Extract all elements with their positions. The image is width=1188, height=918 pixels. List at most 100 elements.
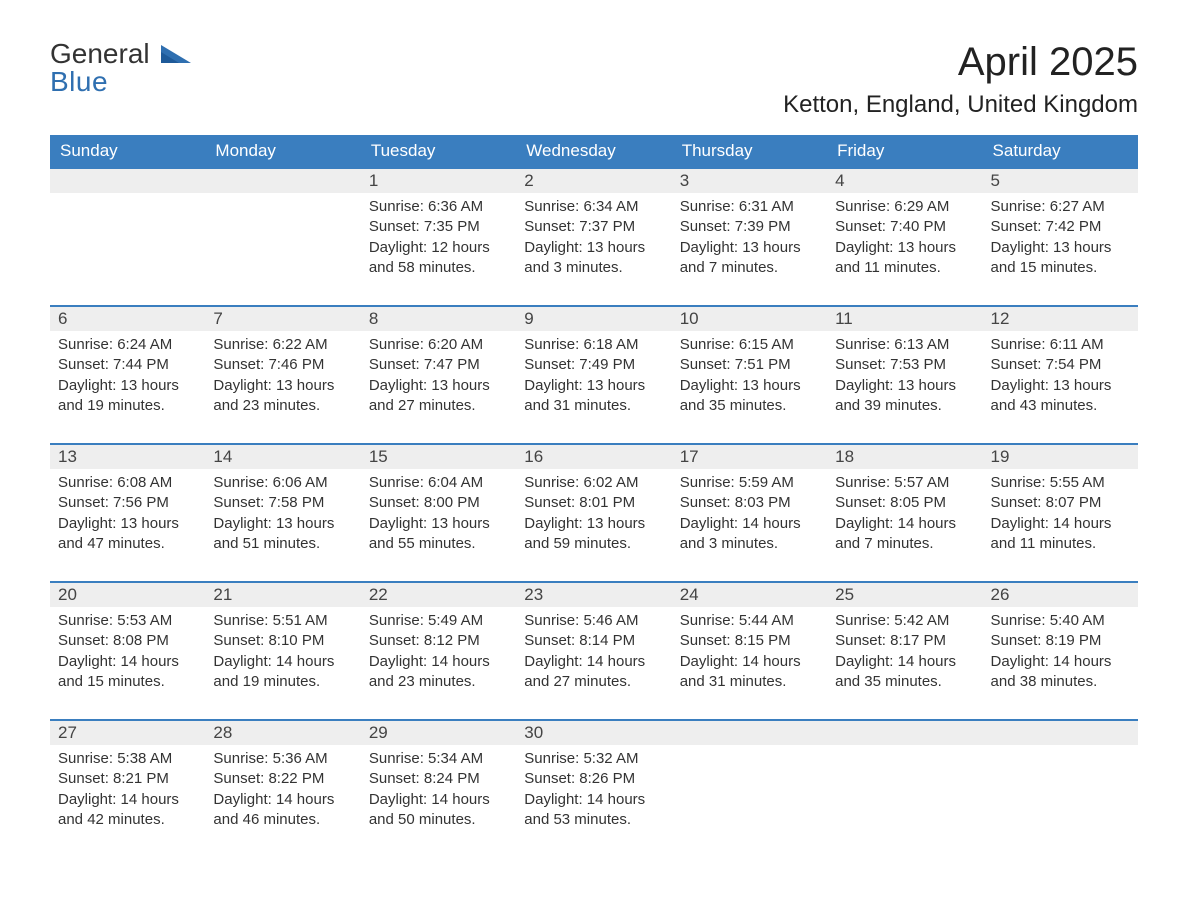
- day-body: Sunrise: 6:31 AMSunset: 7:39 PMDaylight:…: [672, 193, 827, 305]
- title-block: April 2025 Ketton, England, United Kingd…: [783, 40, 1138, 119]
- calendar-cell: 3Sunrise: 6:31 AMSunset: 7:39 PMDaylight…: [672, 168, 827, 306]
- sunset-text: Sunset: 8:14 PM: [524, 631, 663, 651]
- calendar-week: 20Sunrise: 5:53 AMSunset: 8:08 PMDayligh…: [50, 582, 1138, 720]
- sunset-text: Sunset: 7:46 PM: [213, 355, 352, 375]
- calendar-cell: 7Sunrise: 6:22 AMSunset: 7:46 PMDaylight…: [205, 306, 360, 444]
- sunset-text: Sunset: 7:58 PM: [213, 493, 352, 513]
- day-body: Sunrise: 5:34 AMSunset: 8:24 PMDaylight:…: [361, 745, 516, 857]
- sunrise-text: Sunrise: 5:38 AM: [58, 749, 197, 769]
- calendar-cell: [205, 168, 360, 306]
- day-body: [50, 193, 205, 305]
- daylight-text: Daylight: 14 hours and 19 minutes.: [213, 652, 352, 693]
- day-number: 2: [516, 169, 671, 193]
- sunset-text: Sunset: 7:35 PM: [369, 217, 508, 237]
- daylight-text: Daylight: 14 hours and 53 minutes.: [524, 790, 663, 831]
- sunrise-text: Sunrise: 6:11 AM: [991, 335, 1130, 355]
- daylight-text: Daylight: 13 hours and 11 minutes.: [835, 238, 974, 279]
- day-number: 7: [205, 307, 360, 331]
- calendar-cell: 2Sunrise: 6:34 AMSunset: 7:37 PMDaylight…: [516, 168, 671, 306]
- day-number: 28: [205, 721, 360, 745]
- calendar-cell: 19Sunrise: 5:55 AMSunset: 8:07 PMDayligh…: [983, 444, 1138, 582]
- sunrise-text: Sunrise: 5:32 AM: [524, 749, 663, 769]
- day-number: 26: [983, 583, 1138, 607]
- day-number: 18: [827, 445, 982, 469]
- day-header-row: SundayMondayTuesdayWednesdayThursdayFrid…: [50, 135, 1138, 168]
- day-body: [205, 193, 360, 305]
- day-body: Sunrise: 6:20 AMSunset: 7:47 PMDaylight:…: [361, 331, 516, 443]
- sunset-text: Sunset: 7:39 PM: [680, 217, 819, 237]
- sunrise-text: Sunrise: 6:13 AM: [835, 335, 974, 355]
- daylight-text: Daylight: 13 hours and 39 minutes.: [835, 376, 974, 417]
- sunset-text: Sunset: 8:26 PM: [524, 769, 663, 789]
- calendar-cell: [827, 720, 982, 857]
- daylight-text: Daylight: 14 hours and 42 minutes.: [58, 790, 197, 831]
- sunrise-text: Sunrise: 6:15 AM: [680, 335, 819, 355]
- sunset-text: Sunset: 7:56 PM: [58, 493, 197, 513]
- day-body: Sunrise: 6:22 AMSunset: 7:46 PMDaylight:…: [205, 331, 360, 443]
- day-number: [205, 169, 360, 193]
- day-number: 11: [827, 307, 982, 331]
- sunset-text: Sunset: 7:42 PM: [991, 217, 1130, 237]
- calendar-cell: 16Sunrise: 6:02 AMSunset: 8:01 PMDayligh…: [516, 444, 671, 582]
- sunrise-text: Sunrise: 6:24 AM: [58, 335, 197, 355]
- month-title: April 2025: [783, 40, 1138, 85]
- calendar-cell: 21Sunrise: 5:51 AMSunset: 8:10 PMDayligh…: [205, 582, 360, 720]
- calendar-cell: 6Sunrise: 6:24 AMSunset: 7:44 PMDaylight…: [50, 306, 205, 444]
- day-body: Sunrise: 6:15 AMSunset: 7:51 PMDaylight:…: [672, 331, 827, 443]
- sunset-text: Sunset: 7:44 PM: [58, 355, 197, 375]
- calendar-cell: [983, 720, 1138, 857]
- daylight-text: Daylight: 14 hours and 50 minutes.: [369, 790, 508, 831]
- day-number: 20: [50, 583, 205, 607]
- calendar-cell: 26Sunrise: 5:40 AMSunset: 8:19 PMDayligh…: [983, 582, 1138, 720]
- day-number: [672, 721, 827, 745]
- calendar-cell: [672, 720, 827, 857]
- sunset-text: Sunset: 8:12 PM: [369, 631, 508, 651]
- sunset-text: Sunset: 8:01 PM: [524, 493, 663, 513]
- calendar-week: 27Sunrise: 5:38 AMSunset: 8:21 PMDayligh…: [50, 720, 1138, 857]
- sunrise-text: Sunrise: 6:06 AM: [213, 473, 352, 493]
- calendar-cell: 8Sunrise: 6:20 AMSunset: 7:47 PMDaylight…: [361, 306, 516, 444]
- day-body: Sunrise: 6:13 AMSunset: 7:53 PMDaylight:…: [827, 331, 982, 443]
- sunrise-text: Sunrise: 5:57 AM: [835, 473, 974, 493]
- day-number: 5: [983, 169, 1138, 193]
- day-body: Sunrise: 6:02 AMSunset: 8:01 PMDaylight:…: [516, 469, 671, 581]
- daylight-text: Daylight: 14 hours and 11 minutes.: [991, 514, 1130, 555]
- day-body: Sunrise: 6:08 AMSunset: 7:56 PMDaylight:…: [50, 469, 205, 581]
- day-body: Sunrise: 5:36 AMSunset: 8:22 PMDaylight:…: [205, 745, 360, 857]
- sunrise-text: Sunrise: 6:36 AM: [369, 197, 508, 217]
- sunset-text: Sunset: 8:00 PM: [369, 493, 508, 513]
- sunrise-text: Sunrise: 6:22 AM: [213, 335, 352, 355]
- day-number: 9: [516, 307, 671, 331]
- day-body: Sunrise: 5:42 AMSunset: 8:17 PMDaylight:…: [827, 607, 982, 719]
- sunrise-text: Sunrise: 6:31 AM: [680, 197, 819, 217]
- sunrise-text: Sunrise: 5:46 AM: [524, 611, 663, 631]
- day-number: 8: [361, 307, 516, 331]
- calendar-cell: 25Sunrise: 5:42 AMSunset: 8:17 PMDayligh…: [827, 582, 982, 720]
- day-number: 10: [672, 307, 827, 331]
- day-body: Sunrise: 5:40 AMSunset: 8:19 PMDaylight:…: [983, 607, 1138, 719]
- daylight-text: Daylight: 14 hours and 7 minutes.: [835, 514, 974, 555]
- calendar-cell: 18Sunrise: 5:57 AMSunset: 8:05 PMDayligh…: [827, 444, 982, 582]
- day-header: Saturday: [983, 135, 1138, 168]
- daylight-text: Daylight: 14 hours and 31 minutes.: [680, 652, 819, 693]
- day-number: 1: [361, 169, 516, 193]
- daylight-text: Daylight: 13 hours and 31 minutes.: [524, 376, 663, 417]
- daylight-text: Daylight: 13 hours and 47 minutes.: [58, 514, 197, 555]
- daylight-text: Daylight: 13 hours and 59 minutes.: [524, 514, 663, 555]
- calendar-table: SundayMondayTuesdayWednesdayThursdayFrid…: [50, 135, 1138, 857]
- daylight-text: Daylight: 13 hours and 15 minutes.: [991, 238, 1130, 279]
- daylight-text: Daylight: 13 hours and 7 minutes.: [680, 238, 819, 279]
- day-body: Sunrise: 5:32 AMSunset: 8:26 PMDaylight:…: [516, 745, 671, 857]
- logo-flag-icon: [161, 40, 191, 68]
- day-body: [983, 745, 1138, 857]
- sunset-text: Sunset: 8:21 PM: [58, 769, 197, 789]
- daylight-text: Daylight: 14 hours and 46 minutes.: [213, 790, 352, 831]
- day-body: Sunrise: 5:55 AMSunset: 8:07 PMDaylight:…: [983, 469, 1138, 581]
- calendar-cell: 30Sunrise: 5:32 AMSunset: 8:26 PMDayligh…: [516, 720, 671, 857]
- daylight-text: Daylight: 14 hours and 23 minutes.: [369, 652, 508, 693]
- sunset-text: Sunset: 8:03 PM: [680, 493, 819, 513]
- calendar-cell: 17Sunrise: 5:59 AMSunset: 8:03 PMDayligh…: [672, 444, 827, 582]
- calendar-week: 6Sunrise: 6:24 AMSunset: 7:44 PMDaylight…: [50, 306, 1138, 444]
- day-number: 27: [50, 721, 205, 745]
- calendar-week: 1 Sunrise: 6:36 AMSunset: 7:35 PM Daylight…: [50, 168, 1138, 306]
